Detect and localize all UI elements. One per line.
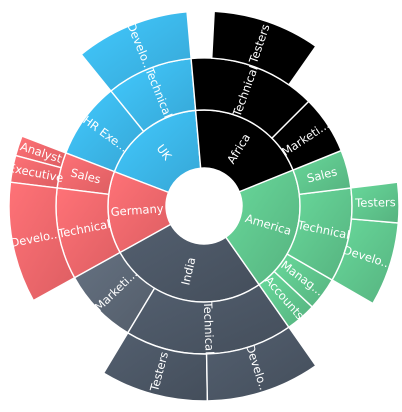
sunburst-segment-testers-l3[interactable] — [350, 181, 400, 224]
sunburst-segment-develo--l3[interactable] — [80, 10, 192, 92]
sunburst-segment-testers-l3[interactable] — [211, 10, 317, 86]
sunburst-segment-develo--l3[interactable] — [205, 326, 317, 402]
sunburst-segment-develo--l3[interactable] — [8, 181, 76, 302]
sunburst-center-hole — [166, 168, 242, 244]
